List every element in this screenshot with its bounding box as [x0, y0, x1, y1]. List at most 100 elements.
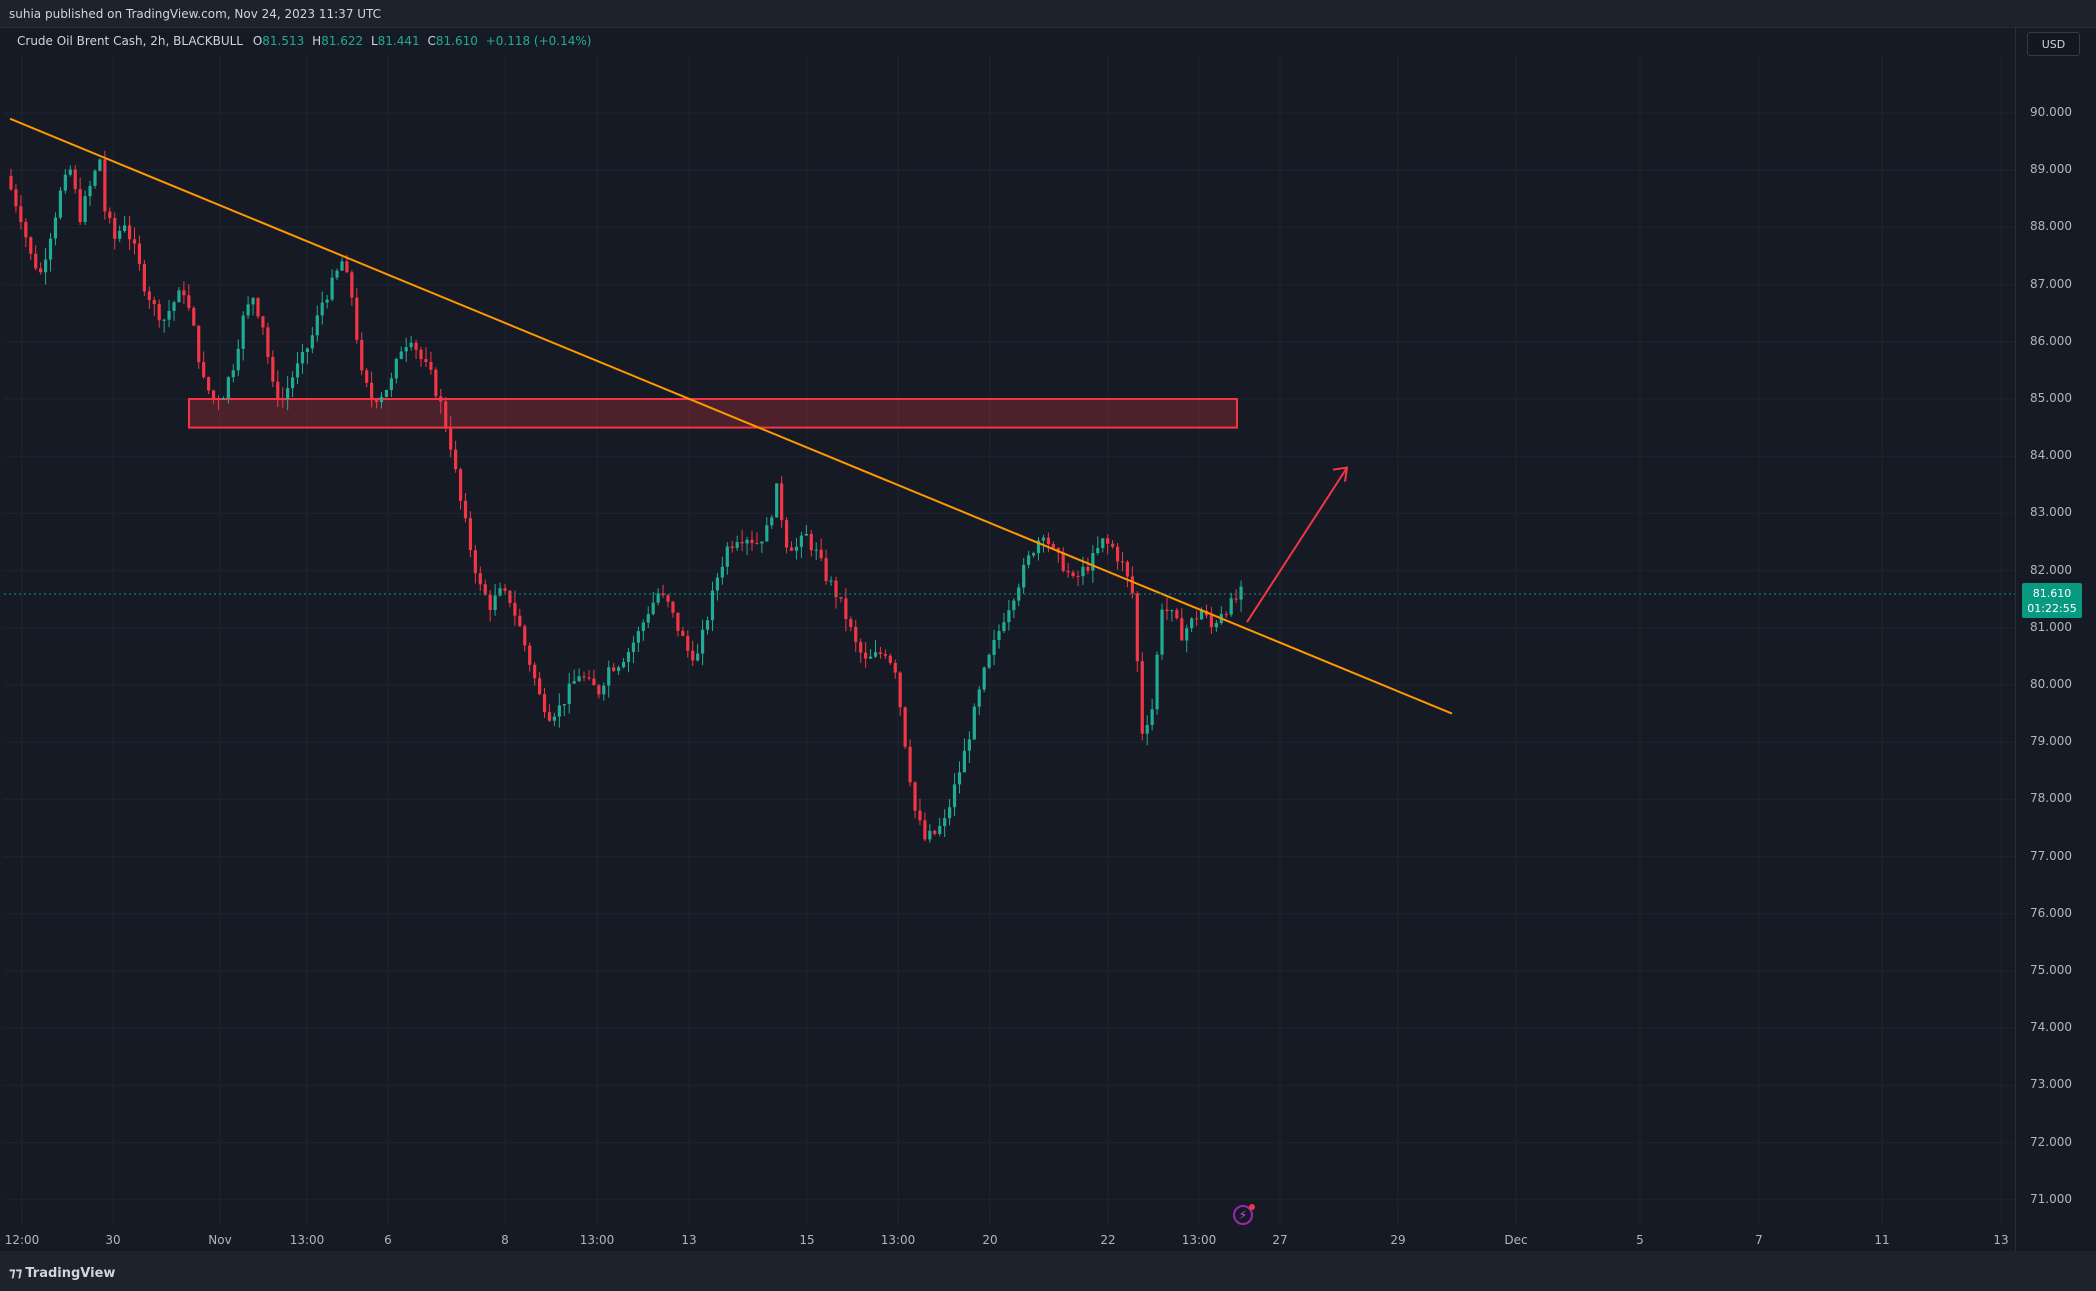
time-label: 7 — [1755, 1233, 1763, 1247]
candle-body — [290, 377, 295, 389]
candle-body — [533, 664, 537, 679]
candle-body — [14, 189, 18, 207]
candle-body — [266, 327, 270, 357]
close-label: C — [427, 34, 436, 48]
candle-body — [612, 667, 616, 671]
candle-body — [760, 541, 764, 544]
candle-body — [1036, 540, 1041, 554]
change-value: +0.118 (+0.14%) — [485, 34, 592, 48]
candle-body — [592, 678, 596, 686]
candle-body — [997, 631, 1001, 641]
candle-body — [256, 298, 260, 317]
top-bar: suhia published on TradingView.com, Nov … — [0, 0, 2096, 28]
candle-body — [928, 830, 932, 840]
candle-body — [587, 677, 591, 679]
candle-body — [34, 253, 38, 269]
candle-body — [187, 295, 191, 309]
candle-body — [167, 310, 171, 320]
candle-body — [147, 291, 151, 301]
chart-area[interactable] — [0, 28, 2015, 1251]
candle-body — [379, 396, 384, 403]
candle-body — [463, 500, 468, 519]
candle-body — [873, 652, 878, 657]
candle-body — [1125, 561, 1130, 577]
candle-body — [1007, 610, 1011, 623]
candle-body — [636, 631, 640, 643]
candle-body — [666, 595, 670, 602]
candle-body — [607, 667, 611, 686]
candle-body — [750, 539, 754, 543]
candle-body — [908, 746, 912, 783]
candle-body — [399, 351, 403, 359]
candle-body — [439, 396, 443, 402]
candle-body — [1199, 610, 1204, 620]
currency-button[interactable]: USD — [2027, 32, 2080, 56]
candle-body — [661, 593, 665, 596]
candle-body — [1101, 538, 1105, 549]
candle-body — [157, 304, 161, 321]
candle-body — [1229, 598, 1233, 615]
candle-body — [1031, 553, 1036, 556]
candle-body — [1027, 555, 1031, 565]
symbol-legend[interactable]: Crude Oil Brent Cash, 2h, BLACKBULL O81.… — [17, 34, 591, 48]
candle-body — [948, 807, 952, 819]
current-price: 81.610 — [2032, 587, 2072, 600]
bar-countdown: 01:22:55 — [2027, 602, 2077, 615]
candle-body — [211, 390, 216, 400]
price-label: 82.000 — [2030, 562, 2072, 577]
high-label: H — [312, 34, 322, 48]
candle-body — [1086, 566, 1090, 571]
candle-body — [696, 653, 700, 661]
time-label: Dec — [1504, 1233, 1528, 1247]
trendline[interactable] — [9, 117, 1453, 715]
candle-body — [794, 546, 799, 551]
candle-body — [434, 369, 438, 397]
candle-body — [913, 782, 917, 811]
price-label: 87.000 — [2030, 276, 2072, 291]
candle-body — [300, 351, 305, 364]
time-label: 13:00 — [1181, 1233, 1217, 1247]
lightning-icon[interactable]: ⚡ — [1233, 1205, 1253, 1225]
candle-body — [602, 685, 606, 695]
candle-body — [720, 566, 724, 578]
candle-body — [414, 342, 418, 350]
candle-body — [1071, 572, 1075, 577]
candle-body — [73, 169, 77, 190]
candle-body — [127, 225, 132, 240]
candle-body — [1175, 610, 1179, 619]
candle-body — [671, 601, 675, 613]
candle-body — [868, 656, 873, 659]
candle-body — [710, 590, 715, 621]
candle-body — [246, 304, 250, 316]
time-label: 30 — [105, 1233, 121, 1247]
candle-body — [597, 685, 601, 695]
candle-body — [864, 652, 868, 659]
candle-body — [646, 614, 650, 623]
candle-body — [547, 712, 552, 721]
notification-dot — [1249, 1204, 1255, 1210]
low-label: L — [370, 34, 378, 48]
candle-body — [1214, 623, 1218, 628]
candle-body — [1096, 548, 1100, 554]
candle-body — [1041, 537, 1046, 541]
candle-body — [755, 542, 759, 544]
projection-arrow[interactable] — [1246, 466, 1349, 623]
price-axis[interactable] — [2015, 28, 2096, 1251]
candle-body — [241, 315, 245, 349]
candle-body — [1140, 661, 1144, 734]
price-label: 86.000 — [2030, 333, 2072, 348]
price-label: 72.000 — [2030, 1134, 2072, 1149]
candle-body — [962, 750, 967, 773]
candle-body — [325, 299, 329, 303]
resistance-zone[interactable] — [188, 398, 1238, 429]
candle-body — [365, 370, 369, 383]
time-label: 12:00 — [4, 1233, 40, 1247]
time-label: 13 — [1993, 1233, 2009, 1247]
time-label: 8 — [501, 1233, 509, 1247]
candle-body — [305, 348, 309, 352]
tradingview-logo[interactable]: ⁊⁊ TradingView — [9, 1266, 115, 1281]
time-label: 22 — [1100, 1233, 1116, 1247]
current-price-badge: 81.610 01:22:55 — [2022, 583, 2082, 618]
candle-body — [271, 356, 275, 382]
